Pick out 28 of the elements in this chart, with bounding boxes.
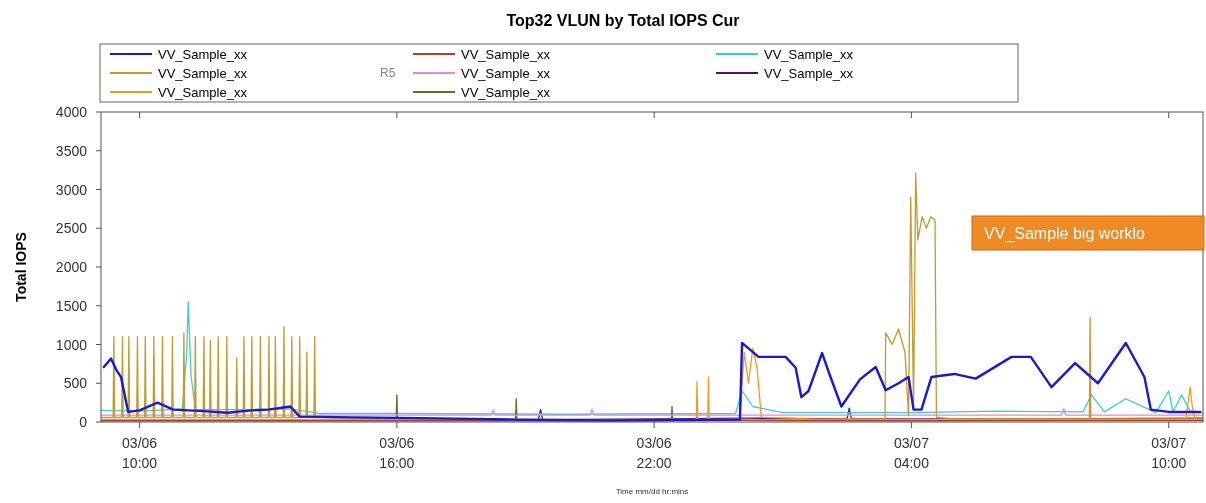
y-tick-label: 4000: [55, 104, 88, 120]
legend-label: VV_Sample_xx: [158, 47, 248, 62]
text: R5: [380, 66, 396, 80]
legend-label: VV_Sample_xx: [158, 85, 248, 100]
y-tick-label: 2000: [55, 259, 88, 275]
x-tick-label: 03/07 04:00: [893, 435, 930, 471]
x-tick-label: 03/06 16:00: [379, 435, 415, 471]
y-tick-label: 3000: [55, 181, 88, 198]
x-tick-label: 03/06 22:00: [636, 435, 672, 471]
legend-label: VV_Sample_xx: [764, 47, 854, 62]
legend-label: VV_Sample_xx: [461, 47, 551, 62]
y-tick-label: 2500: [55, 220, 88, 237]
y-tick-label: 500: [63, 375, 88, 392]
y-axis-title: Total IOPS: [13, 232, 29, 302]
y-tick-label: 0: [79, 414, 88, 430]
chart-title: Top32 VLUN by Total IOPS Cur: [506, 12, 740, 29]
x-axis-title: Time mm/dd hr:mins: [615, 487, 689, 496]
legend-label: VV_Sample_xx: [461, 66, 551, 81]
y-tick-label: 3500: [55, 142, 88, 159]
y-tick-label: 1000: [55, 336, 88, 353]
legend-label: VV_Sample_xx: [158, 66, 248, 81]
annotation: VV_Sample big worklo: [984, 225, 1146, 243]
callout-box: VV_Sample big worklo: [971, 215, 1205, 251]
x-tick-label: 03/06 10:00: [122, 435, 158, 471]
x-tick-label: 03/07 10:00: [1151, 435, 1187, 471]
y-tick-label: 1500: [55, 297, 88, 314]
legend-label: VV_Sample_xx: [764, 66, 854, 81]
legend-label: VV_Sample_xx: [461, 85, 551, 100]
